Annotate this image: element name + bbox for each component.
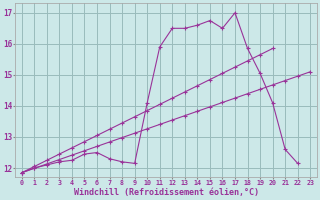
X-axis label: Windchill (Refroidissement éolien,°C): Windchill (Refroidissement éolien,°C) <box>74 188 259 197</box>
